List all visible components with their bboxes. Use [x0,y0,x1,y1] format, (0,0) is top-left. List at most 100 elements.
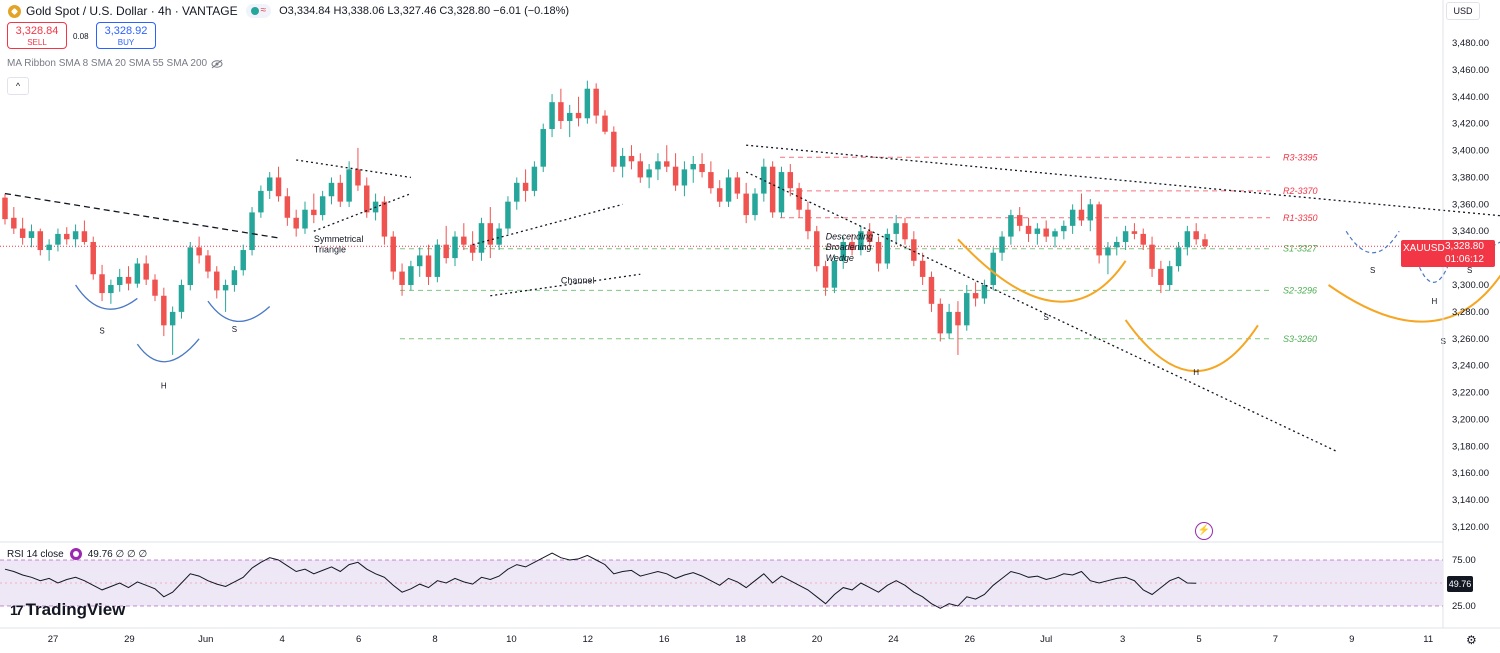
price-axis-tick: 3,160.00 [1452,468,1489,479]
candle-body [884,233,891,264]
candle-body [231,270,238,285]
candle-body [108,285,114,294]
shoulder-head-label: S [232,325,237,334]
candle-body [187,247,194,285]
candle-body [1061,225,1067,232]
triangle-upper-line [296,159,411,179]
indicator-legend[interactable]: MA Ribbon SMA 8 SMA 20 SMA 55 SMA 200 [7,58,223,69]
candle-body [708,172,714,189]
candle-body [1008,215,1014,237]
candle-body [408,266,414,285]
candle-body [919,260,926,277]
pivot-level-label: S2-3296 [1283,285,1317,295]
price-tag-symbol: XAUUSD [1403,243,1445,254]
symbol-title[interactable]: Gold Spot / U.S. Dollar · 4h · VANTAGE [26,4,238,18]
candle-body [461,236,467,245]
candle-body [452,236,458,259]
candle-body [116,276,123,285]
candle-body [1149,244,1155,269]
candle-body [496,228,502,245]
candle-body [364,185,370,213]
candle-body [311,209,317,216]
candle-body [1096,204,1102,256]
candle-body [655,161,661,170]
candle-body [1052,231,1058,237]
time-axis-tick: 8 [432,634,437,645]
market-status-pill[interactable]: ≈ [245,4,272,18]
candle-body [319,196,326,216]
tradingview-logo[interactable]: 17 TradingView [10,600,125,620]
candle-body [1122,231,1129,242]
collapse-legend-button[interactable]: ^ [7,77,29,95]
candle-body [1034,228,1041,234]
buy-button[interactable]: 3,328.92 BUY [96,22,156,49]
channel-upper-line [472,203,623,246]
candle-body [1175,247,1182,267]
pivot-level-label: S3-3260 [1283,334,1317,344]
candle-body [37,231,44,251]
downtrend-line [4,192,279,239]
candle-body [81,231,88,242]
time-axis-tick: 20 [812,634,823,645]
candle-body [866,231,873,242]
candle-body [1131,231,1138,234]
candle-body [637,161,644,178]
candle-body [487,223,494,245]
candle-body [19,228,26,238]
candle-body [214,271,220,291]
pivot-level-label: R1-3350 [1283,213,1318,223]
time-axis-tick: 9 [1349,634,1354,645]
candle-body [1043,228,1049,237]
candle-body [55,233,61,245]
candle-body [628,155,635,162]
gear-icon[interactable]: ⚙ [1466,633,1477,647]
candle-body [46,244,52,251]
eye-hidden-icon[interactable] [211,59,223,69]
hs-head-curve [1124,319,1259,373]
price-axis-tick: 3,400.00 [1452,146,1489,157]
candle-body [1087,204,1094,221]
time-axis-tick: 27 [48,634,59,645]
time-axis-tick: 16 [659,634,670,645]
gold-logo-icon [8,4,21,18]
shoulder-head-label: S [99,326,104,335]
price-axis-tick: 3,420.00 [1452,119,1489,130]
candle-body [99,274,105,294]
candle-body [434,244,441,277]
candle-body [284,196,291,218]
candle-body [664,161,670,167]
candle-body [619,155,626,167]
currency-selector[interactable]: USD [1446,2,1480,20]
candle-body [1114,241,1120,248]
rsi-settings-icon[interactable] [69,548,82,560]
candle-body [681,169,688,186]
sell-price: 3,328.84 [15,25,59,37]
candle-body [1140,233,1146,245]
time-axis-tick: 11 [1423,634,1433,645]
price-axis-tick: 3,440.00 [1452,92,1489,103]
candle-body [805,209,811,232]
time-axis-tick: 29 [124,634,135,645]
rsi-axis-value: 49.76 [1447,576,1473,592]
shoulder-head-label: S [1467,266,1472,275]
candle-body [787,172,794,189]
candle-body [125,276,132,284]
candle-body [275,177,282,197]
candle-body [928,276,935,304]
candle-body [1193,231,1199,240]
candle-body [937,303,944,334]
pattern-label: Symmetrical [314,234,364,244]
candle-body [531,166,538,191]
pattern-label: Channel [561,276,595,286]
candle-body [699,164,705,173]
candle-body [981,285,988,299]
sell-button[interactable]: 3,328.84 SELL [7,22,67,49]
candle-body [143,263,149,280]
time-axis-tick: 26 [965,634,976,645]
tradingview-mark-icon: 17 [10,602,24,618]
buy-label: BUY [117,38,135,47]
lightning-icon[interactable]: ⚡ [1195,522,1213,540]
rsi-legend[interactable]: RSI 14 close 49.76 ∅ ∅ ∅ [7,548,147,560]
candle-body [2,197,8,220]
